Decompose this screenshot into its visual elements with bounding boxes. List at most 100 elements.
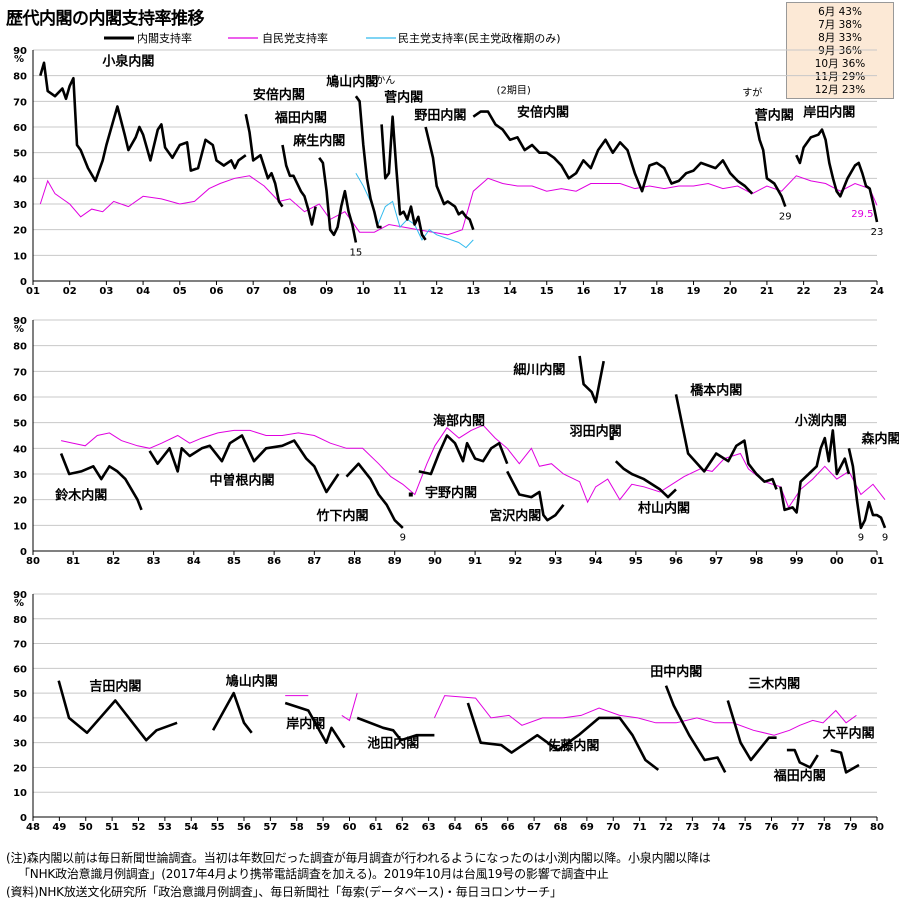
cabinet-approval-line [148, 434, 340, 494]
y-tick-label: 90 [13, 46, 27, 57]
x-tick-label: 10 [356, 286, 370, 297]
cabinet-label: 菅内閣 [384, 89, 423, 105]
cabinet-label: 福田内閣 [274, 110, 327, 126]
cabinet-approval-line [380, 115, 427, 241]
cabinet-label: 吉田内閣 [89, 679, 141, 695]
cabinet-label: 大平内閣 [823, 726, 875, 742]
x-tick-label: 19 [687, 286, 701, 297]
y-tick-label: 90 [13, 316, 27, 327]
x-tick-label: 88 [348, 556, 362, 567]
recent-row: 11月 29% [814, 71, 866, 83]
ldp-support-line [433, 695, 857, 736]
x-tick-label: 17 [613, 286, 627, 297]
cabinet-label: 鈴木内閣 [55, 488, 107, 504]
cabinet-approval-line [506, 470, 565, 522]
x-tick-label: 79 [844, 822, 858, 833]
value-annotation: (2期目) [497, 85, 531, 97]
recent-row: 6月 43% [818, 6, 862, 18]
footnote-source: (資料)NHK放送文化研究所「政治意識月例調査」、毎日新聞社「毎索(データベース… [6, 885, 562, 899]
x-tick-label: 70 [606, 822, 620, 833]
x-tick-label: 81 [66, 556, 80, 567]
x-tick-label: 13 [466, 286, 480, 297]
y-tick-label: 0 [20, 277, 27, 288]
y-tick-label: 0 [20, 547, 27, 558]
x-tick-label: 05 [173, 286, 187, 297]
x-tick-label: 18 [650, 286, 664, 297]
cabinet-label: 小渕内閣 [795, 413, 847, 429]
value-annotation: 29.5 [851, 209, 873, 220]
x-tick-label: 76 [765, 822, 779, 833]
value-annotation: かん [375, 74, 395, 86]
x-tick-label: 94 [589, 556, 603, 567]
x-tick-label: 01 [870, 556, 884, 567]
x-tick-label: 23 [833, 286, 847, 297]
y-tick-label: 50 [13, 419, 27, 430]
y-tick-label: 30 [13, 470, 27, 481]
cabinet-approval-line [57, 680, 178, 742]
cabinet-label: 菅内閣 [755, 107, 794, 123]
cabinet-approval-line [578, 355, 605, 404]
cabinet-approval-line [726, 700, 777, 762]
footnote-note-2: 「NHK政治意識月例調査」(2017年4月より携帯電話調査を加える)。2019年… [18, 867, 609, 881]
y-tick-label: 10 [13, 521, 27, 532]
x-tick-label: 78 [817, 822, 831, 833]
x-tick-label: 68 [554, 822, 568, 833]
cabinet-label: 小泉内閣 [102, 53, 154, 69]
y-tick-label: 60 [13, 664, 27, 675]
y-tick-label: 20 [13, 226, 27, 237]
y-tick-label: 40 [13, 714, 27, 725]
value-annotation: 23 [871, 227, 884, 238]
y-axis-unit: % [14, 598, 24, 609]
y-tick-label: 20 [13, 763, 27, 774]
y-tick-label: 50 [13, 689, 27, 700]
cabinet-approval-line [472, 110, 754, 195]
x-tick-label: 56 [237, 822, 251, 833]
cabinet-approval-line [674, 394, 778, 490]
cabinet-approval-line [418, 434, 509, 476]
cabinet-label: 野田内閣 [414, 107, 466, 123]
y-tick-label: 30 [13, 739, 27, 750]
y-tick-label: 30 [13, 200, 27, 211]
cabinet-label: 福田内閣 [773, 768, 826, 784]
x-tick-label: 65 [474, 822, 488, 833]
y-tick-label: 60 [13, 123, 27, 134]
x-tick-label: 75 [738, 822, 752, 833]
cabinet-approval-line [281, 144, 317, 226]
cabinet-label: 鳩山内閣 [226, 674, 278, 690]
y-tick-label: 50 [13, 149, 27, 160]
x-tick-label: 15 [540, 286, 554, 297]
cabinet-label: 村山内閣 [638, 501, 690, 517]
x-tick-label: 16 [576, 286, 590, 297]
x-tick-label: 01 [26, 286, 40, 297]
cabinet-approval-line [754, 121, 787, 208]
y-tick-label: 70 [13, 367, 27, 378]
y-tick-label: 20 [13, 496, 27, 507]
x-tick-label: 48 [26, 822, 40, 833]
cabinet-label: 安倍内閣 [517, 105, 569, 121]
y-tick-label: 0 [20, 813, 27, 824]
value-annotation: 9 [882, 533, 888, 544]
cabinet-approval-line [830, 748, 860, 774]
cabinet-label: 宮沢内閣 [489, 508, 541, 524]
cabinet-approval-line [466, 702, 660, 771]
cabinet-approval-line [779, 429, 851, 514]
y-tick-label: 70 [13, 640, 27, 651]
x-tick-label: 64 [448, 822, 462, 833]
x-tick-label: 09 [320, 286, 334, 297]
cabinet-approval-line [211, 691, 253, 734]
y-tick-label: 70 [13, 97, 27, 108]
page-title: 歴代内閣の内閣支持率推移 [6, 9, 205, 29]
x-tick-label: 06 [210, 286, 224, 297]
y-axis-unit: % [14, 324, 24, 335]
cabinet-label: 細川内閣 [513, 362, 565, 378]
x-tick-label: 04 [136, 286, 150, 297]
cabinet-approval-line [284, 701, 346, 749]
cabinet-approval-line [614, 460, 677, 499]
x-tick-label: 24 [870, 286, 884, 297]
cabinet-approval-line [847, 448, 887, 530]
cabinet-label: 安倍内閣 [253, 87, 305, 103]
value-annotation: 9 [400, 533, 406, 544]
cabinet-label: 森内閣 [862, 431, 899, 447]
x-tick-label: 58 [290, 822, 304, 833]
cabinet-label: 岸内閣 [286, 716, 325, 732]
